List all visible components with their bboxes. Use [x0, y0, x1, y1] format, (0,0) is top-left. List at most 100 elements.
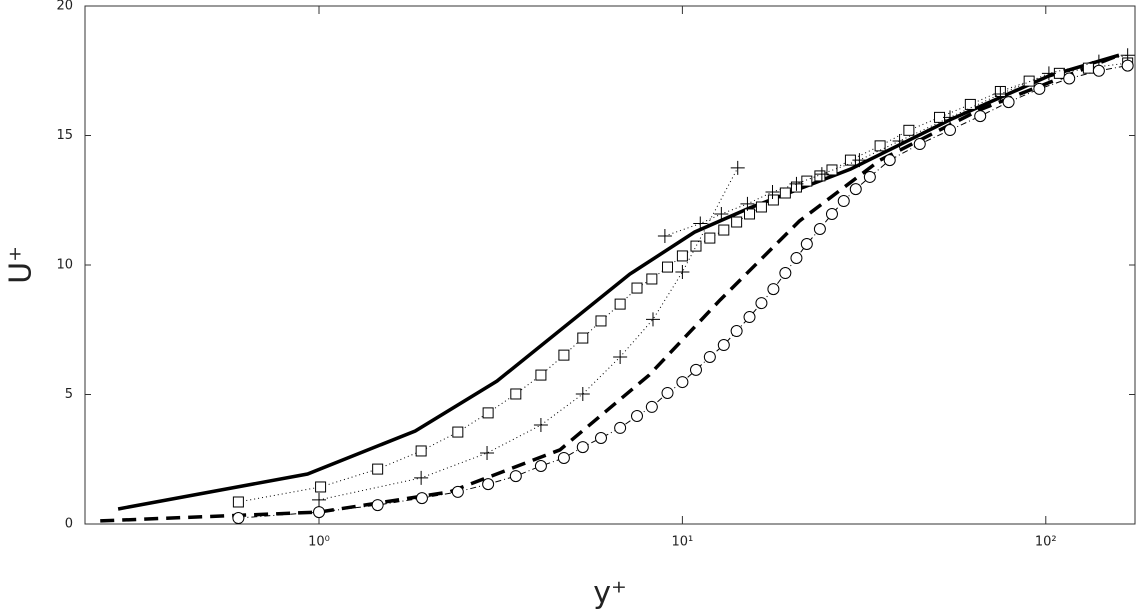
- square-marker: [631, 282, 643, 294]
- plus-marker: [714, 206, 729, 221]
- square-marker: [744, 208, 756, 220]
- plus-marker: [852, 153, 867, 168]
- circle-marker: [1063, 72, 1076, 85]
- circle-marker: [576, 441, 589, 454]
- circle-marker: [1092, 64, 1105, 77]
- plus-marker: [693, 216, 708, 231]
- circle-marker: [534, 459, 547, 472]
- plus-marker: [657, 228, 672, 243]
- circle-marker: [813, 222, 826, 235]
- circle-marker: [974, 110, 987, 123]
- plot-frame: [84, 5, 1136, 525]
- square-marker: [558, 349, 570, 361]
- series-line: [117, 53, 1120, 511]
- circle-marker: [557, 451, 570, 464]
- plus-marker: [414, 470, 429, 485]
- x-tick-label: 10¹: [672, 535, 694, 550]
- square-marker: [646, 273, 658, 285]
- square-marker: [1023, 75, 1035, 87]
- square-marker: [718, 224, 730, 236]
- circle-marker: [779, 267, 792, 280]
- square-marker: [731, 216, 743, 228]
- square-marker: [315, 481, 327, 493]
- circle-marker: [482, 478, 495, 491]
- plus-marker: [765, 184, 780, 199]
- square-marker: [690, 240, 702, 252]
- circle-marker: [645, 400, 658, 413]
- square-marker: [779, 187, 791, 199]
- plus-marker: [675, 264, 690, 279]
- circle-marker: [371, 499, 384, 512]
- square-marker: [452, 426, 464, 438]
- square-marker: [874, 140, 886, 152]
- circle-marker: [767, 283, 780, 296]
- square-marker: [614, 298, 626, 310]
- circle-marker: [614, 421, 627, 434]
- square-marker: [535, 369, 547, 381]
- circle-marker: [594, 432, 607, 445]
- series-line: [238, 62, 1128, 503]
- x-axis-title: y⁺: [593, 576, 627, 610]
- circle-marker: [755, 297, 768, 310]
- square-marker: [801, 175, 813, 187]
- y-tick-label: 5: [65, 387, 73, 402]
- circle-marker: [703, 350, 716, 363]
- circle-marker: [451, 485, 464, 498]
- circle-marker: [743, 311, 756, 324]
- square-marker: [662, 261, 674, 273]
- circle-marker: [313, 506, 326, 519]
- x-tick-label: 10⁰: [308, 535, 330, 550]
- square-marker: [372, 463, 384, 475]
- circle-marker: [800, 238, 813, 251]
- square-marker: [510, 388, 522, 400]
- plus-marker: [789, 176, 804, 191]
- series-line: [100, 53, 1120, 523]
- circle-marker: [1002, 96, 1015, 109]
- plus-marker: [312, 492, 327, 507]
- circle-marker: [790, 252, 803, 265]
- x-tick-label: 10²: [1035, 535, 1057, 550]
- circle-marker: [825, 207, 838, 220]
- circle-marker: [232, 512, 245, 525]
- square-marker: [903, 124, 915, 136]
- circle-marker: [630, 409, 643, 422]
- square-marker: [767, 194, 779, 206]
- circle-marker: [849, 183, 862, 196]
- circle-marker: [837, 195, 850, 208]
- plus-marker: [533, 418, 548, 433]
- plus-marker: [814, 167, 829, 182]
- plus-marker: [480, 446, 495, 461]
- circle-marker: [943, 124, 956, 137]
- plus-marker: [740, 196, 755, 211]
- circle-marker: [661, 386, 674, 399]
- plus-marker: [613, 349, 628, 364]
- circle-marker: [509, 470, 522, 483]
- circle-marker: [717, 339, 730, 352]
- plus-marker: [575, 386, 590, 401]
- square-marker: [595, 315, 607, 327]
- circle-marker: [415, 492, 428, 505]
- circle-marker: [913, 138, 926, 151]
- square-marker: [482, 407, 494, 419]
- circle-marker: [863, 170, 876, 183]
- plus-marker: [993, 87, 1008, 102]
- square-marker: [232, 496, 244, 508]
- square-marker: [415, 445, 427, 457]
- series-line: [664, 54, 1128, 237]
- square-marker: [676, 250, 688, 262]
- plus-marker: [645, 312, 660, 327]
- square-marker: [814, 170, 826, 182]
- square-marker: [826, 164, 838, 176]
- circle-marker: [689, 363, 702, 376]
- circle-marker: [883, 154, 896, 167]
- plus-marker: [892, 133, 907, 148]
- plus-marker: [942, 110, 957, 125]
- square-marker: [704, 232, 716, 244]
- y-tick-label: 20: [56, 0, 73, 14]
- square-marker: [1082, 62, 1094, 74]
- y-axis-title: U⁺: [4, 246, 39, 284]
- square-marker: [577, 332, 589, 344]
- y-tick-label: 10: [56, 258, 73, 273]
- series-line: [318, 167, 739, 501]
